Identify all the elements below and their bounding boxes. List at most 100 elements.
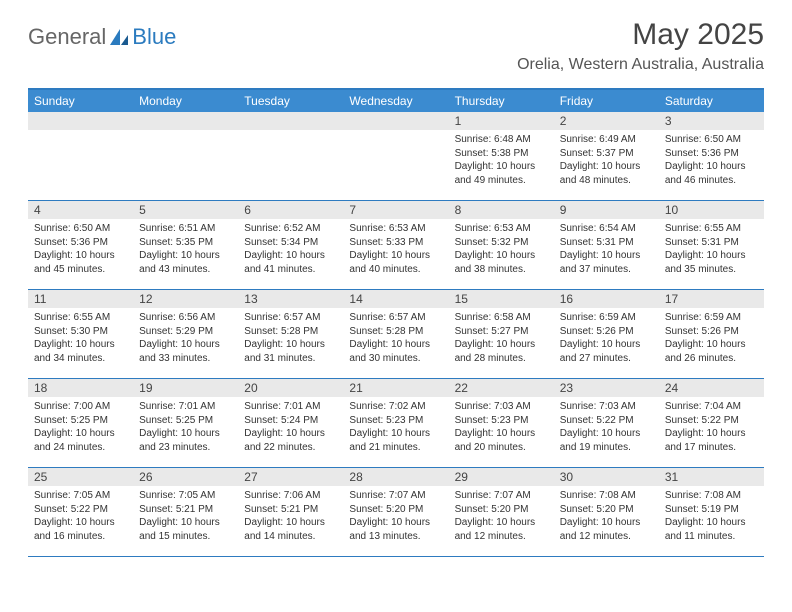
day-info: Sunrise: 6:53 AMSunset: 5:32 PMDaylight:… — [449, 219, 554, 280]
day-cell: 7Sunrise: 6:53 AMSunset: 5:33 PMDaylight… — [343, 201, 448, 289]
day-number: 16 — [554, 290, 659, 308]
day-number: 24 — [659, 379, 764, 397]
day-info: Sunrise: 7:06 AMSunset: 5:21 PMDaylight:… — [238, 486, 343, 547]
week-row: 25Sunrise: 7:05 AMSunset: 5:22 PMDayligh… — [28, 468, 764, 557]
weekday-header: Monday — [133, 90, 238, 112]
day-cell: 4Sunrise: 6:50 AMSunset: 5:36 PMDaylight… — [28, 201, 133, 289]
day-cell: 9Sunrise: 6:54 AMSunset: 5:31 PMDaylight… — [554, 201, 659, 289]
day-info: Sunrise: 6:57 AMSunset: 5:28 PMDaylight:… — [343, 308, 448, 369]
day-number: 14 — [343, 290, 448, 308]
day-cell: 2Sunrise: 6:49 AMSunset: 5:37 PMDaylight… — [554, 112, 659, 200]
day-cell: 27Sunrise: 7:06 AMSunset: 5:21 PMDayligh… — [238, 468, 343, 556]
day-number: 13 — [238, 290, 343, 308]
day-cell: 18Sunrise: 7:00 AMSunset: 5:25 PMDayligh… — [28, 379, 133, 467]
header: General Blue May 2025 Orelia, Western Au… — [0, 0, 792, 80]
day-cell: 21Sunrise: 7:02 AMSunset: 5:23 PMDayligh… — [343, 379, 448, 467]
month-title: May 2025 — [517, 18, 764, 52]
day-number — [133, 112, 238, 130]
day-cell: 19Sunrise: 7:01 AMSunset: 5:25 PMDayligh… — [133, 379, 238, 467]
day-cell: 30Sunrise: 7:08 AMSunset: 5:20 PMDayligh… — [554, 468, 659, 556]
day-info: Sunrise: 7:08 AMSunset: 5:20 PMDaylight:… — [554, 486, 659, 547]
weekday-header: Saturday — [659, 90, 764, 112]
day-info: Sunrise: 6:57 AMSunset: 5:28 PMDaylight:… — [238, 308, 343, 369]
day-info: Sunrise: 7:03 AMSunset: 5:22 PMDaylight:… — [554, 397, 659, 458]
day-number: 28 — [343, 468, 448, 486]
day-cell: 3Sunrise: 6:50 AMSunset: 5:36 PMDaylight… — [659, 112, 764, 200]
weekday-row: SundayMondayTuesdayWednesdayThursdayFrid… — [28, 90, 764, 112]
day-cell: 22Sunrise: 7:03 AMSunset: 5:23 PMDayligh… — [449, 379, 554, 467]
day-info: Sunrise: 7:07 AMSunset: 5:20 PMDaylight:… — [343, 486, 448, 547]
weeks-container: 1Sunrise: 6:48 AMSunset: 5:38 PMDaylight… — [28, 112, 764, 557]
day-number: 12 — [133, 290, 238, 308]
day-number — [238, 112, 343, 130]
day-info: Sunrise: 6:58 AMSunset: 5:27 PMDaylight:… — [449, 308, 554, 369]
logo: General Blue — [28, 24, 176, 50]
logo-text-general: General — [28, 24, 106, 50]
day-cell: 5Sunrise: 6:51 AMSunset: 5:35 PMDaylight… — [133, 201, 238, 289]
day-number: 11 — [28, 290, 133, 308]
day-number: 10 — [659, 201, 764, 219]
day-info: Sunrise: 6:56 AMSunset: 5:29 PMDaylight:… — [133, 308, 238, 369]
day-cell: 8Sunrise: 6:53 AMSunset: 5:32 PMDaylight… — [449, 201, 554, 289]
day-cell: 13Sunrise: 6:57 AMSunset: 5:28 PMDayligh… — [238, 290, 343, 378]
week-row: 1Sunrise: 6:48 AMSunset: 5:38 PMDaylight… — [28, 112, 764, 201]
day-cell — [238, 112, 343, 200]
weekday-header: Sunday — [28, 90, 133, 112]
day-info: Sunrise: 6:50 AMSunset: 5:36 PMDaylight:… — [28, 219, 133, 280]
day-info: Sunrise: 7:07 AMSunset: 5:20 PMDaylight:… — [449, 486, 554, 547]
day-number: 6 — [238, 201, 343, 219]
day-info: Sunrise: 7:00 AMSunset: 5:25 PMDaylight:… — [28, 397, 133, 458]
day-cell: 12Sunrise: 6:56 AMSunset: 5:29 PMDayligh… — [133, 290, 238, 378]
day-number: 22 — [449, 379, 554, 397]
calendar: SundayMondayTuesdayWednesdayThursdayFrid… — [28, 88, 764, 557]
day-number: 29 — [449, 468, 554, 486]
day-number: 25 — [28, 468, 133, 486]
day-info: Sunrise: 6:49 AMSunset: 5:37 PMDaylight:… — [554, 130, 659, 191]
day-cell: 14Sunrise: 6:57 AMSunset: 5:28 PMDayligh… — [343, 290, 448, 378]
day-number: 9 — [554, 201, 659, 219]
day-info: Sunrise: 6:54 AMSunset: 5:31 PMDaylight:… — [554, 219, 659, 280]
day-number: 1 — [449, 112, 554, 130]
day-info: Sunrise: 6:50 AMSunset: 5:36 PMDaylight:… — [659, 130, 764, 191]
title-block: May 2025 Orelia, Western Australia, Aust… — [517, 18, 764, 74]
day-cell: 20Sunrise: 7:01 AMSunset: 5:24 PMDayligh… — [238, 379, 343, 467]
day-cell: 25Sunrise: 7:05 AMSunset: 5:22 PMDayligh… — [28, 468, 133, 556]
day-number: 26 — [133, 468, 238, 486]
day-number: 3 — [659, 112, 764, 130]
week-row: 18Sunrise: 7:00 AMSunset: 5:25 PMDayligh… — [28, 379, 764, 468]
day-cell — [133, 112, 238, 200]
day-info: Sunrise: 6:59 AMSunset: 5:26 PMDaylight:… — [554, 308, 659, 369]
day-info: Sunrise: 6:59 AMSunset: 5:26 PMDaylight:… — [659, 308, 764, 369]
logo-text-blue: Blue — [132, 24, 176, 50]
week-row: 4Sunrise: 6:50 AMSunset: 5:36 PMDaylight… — [28, 201, 764, 290]
day-cell: 11Sunrise: 6:55 AMSunset: 5:30 PMDayligh… — [28, 290, 133, 378]
day-info: Sunrise: 6:55 AMSunset: 5:30 PMDaylight:… — [28, 308, 133, 369]
day-info: Sunrise: 7:04 AMSunset: 5:22 PMDaylight:… — [659, 397, 764, 458]
day-cell: 17Sunrise: 6:59 AMSunset: 5:26 PMDayligh… — [659, 290, 764, 378]
day-cell: 1Sunrise: 6:48 AMSunset: 5:38 PMDaylight… — [449, 112, 554, 200]
day-info: Sunrise: 6:51 AMSunset: 5:35 PMDaylight:… — [133, 219, 238, 280]
day-number: 21 — [343, 379, 448, 397]
day-info: Sunrise: 7:05 AMSunset: 5:21 PMDaylight:… — [133, 486, 238, 547]
day-number: 5 — [133, 201, 238, 219]
weekday-header: Tuesday — [238, 90, 343, 112]
day-cell: 6Sunrise: 6:52 AMSunset: 5:34 PMDaylight… — [238, 201, 343, 289]
day-cell: 24Sunrise: 7:04 AMSunset: 5:22 PMDayligh… — [659, 379, 764, 467]
day-cell: 28Sunrise: 7:07 AMSunset: 5:20 PMDayligh… — [343, 468, 448, 556]
day-cell: 10Sunrise: 6:55 AMSunset: 5:31 PMDayligh… — [659, 201, 764, 289]
day-number — [343, 112, 448, 130]
location: Orelia, Western Australia, Australia — [517, 56, 764, 74]
day-number: 7 — [343, 201, 448, 219]
day-info: Sunrise: 7:08 AMSunset: 5:19 PMDaylight:… — [659, 486, 764, 547]
day-number: 2 — [554, 112, 659, 130]
day-cell: 29Sunrise: 7:07 AMSunset: 5:20 PMDayligh… — [449, 468, 554, 556]
day-number: 15 — [449, 290, 554, 308]
day-cell — [343, 112, 448, 200]
weekday-header: Friday — [554, 90, 659, 112]
logo-sail-icon — [108, 27, 130, 47]
weekday-header: Thursday — [449, 90, 554, 112]
day-info: Sunrise: 6:48 AMSunset: 5:38 PMDaylight:… — [449, 130, 554, 191]
day-number: 31 — [659, 468, 764, 486]
week-row: 11Sunrise: 6:55 AMSunset: 5:30 PMDayligh… — [28, 290, 764, 379]
day-info: Sunrise: 7:01 AMSunset: 5:24 PMDaylight:… — [238, 397, 343, 458]
